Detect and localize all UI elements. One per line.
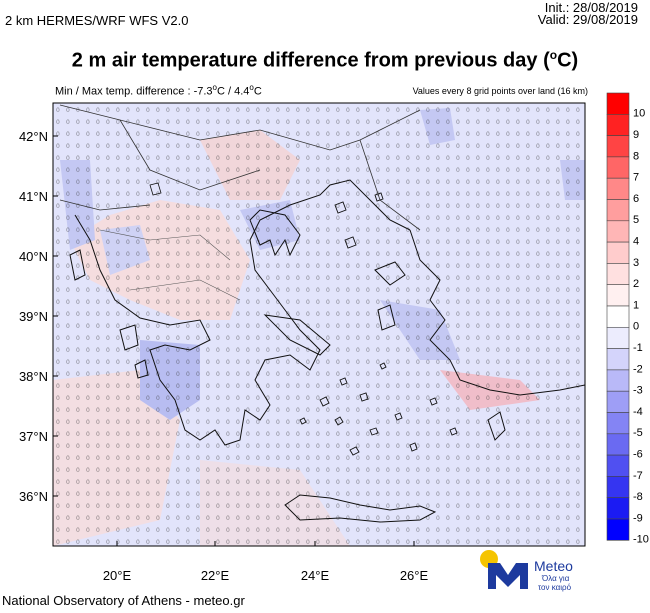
zakynthos-coastline [134, 359, 149, 379]
lon-label-22: 22°E [201, 568, 230, 583]
colorbar-swatch [606, 220, 630, 243]
minmax-end: C [253, 85, 262, 98]
lat-label-37: 37°N [19, 429, 48, 444]
value-grid-points [53, 103, 585, 546]
lon-label-26: 26°E [400, 568, 429, 583]
values-note: Values every 8 grid points over land (16… [412, 86, 588, 96]
lon-label-24: 24°E [301, 568, 330, 583]
lat-label-38: 38°N [19, 369, 48, 384]
valid-date: Valid: 29/08/2019 [537, 12, 638, 27]
logo-brand: Meteo [534, 558, 573, 574]
logo-m-icon [488, 563, 528, 589]
colorbar-label: 9 [633, 129, 639, 141]
colorbar-label: -4 [633, 406, 643, 418]
axis-ticks [53, 135, 415, 546]
plot-frame [52, 102, 586, 547]
lon-label-20: 20°E [103, 568, 132, 583]
title-unit: C) [557, 49, 579, 72]
meteo-logo: Meteo Όλα για τον καιρό [480, 550, 573, 592]
init-date: Init.: 28/08/2019 [544, 0, 638, 15]
corfu-coastline [69, 249, 86, 281]
colorbar-swatch [606, 114, 630, 136]
colorbar-label: 4 [633, 235, 639, 247]
lat-label-41: 41°N [19, 189, 48, 204]
colorbar-swatch [606, 177, 630, 200]
north-aegean-islands [334, 192, 384, 249]
mainland-coastline [74, 179, 411, 446]
lat-label-42: 42°N [19, 129, 48, 144]
logo-tagline-1: Όλα για [541, 574, 570, 583]
colorbar-swatch [606, 92, 630, 115]
colorbar-label: -5 [633, 427, 643, 439]
model-name: 2 km HERMES/WRF WFS V2.0 [5, 13, 189, 28]
colorbar-label: 1 [633, 299, 639, 311]
colorbar-label: -7 [633, 470, 643, 482]
footer-credit: National Observatory of Athens - meteo.g… [2, 593, 245, 608]
cyclades-islands [299, 362, 458, 456]
colorbar-swatch [606, 326, 630, 349]
colorbar-label: 7 [633, 172, 639, 184]
kefalonia-coastline [119, 324, 139, 351]
minmax-start: Min / Max temp. difference : -7.3 [55, 85, 213, 98]
colorbar-swatch [606, 348, 630, 371]
colorbar-swatch [606, 412, 630, 435]
colorbar-label: -8 [633, 491, 643, 503]
colorbar-swatch [606, 390, 630, 413]
degree-sign-2: o [249, 83, 254, 92]
colorbar-label: 3 [633, 257, 639, 269]
colorbar-label: 5 [633, 214, 639, 226]
rhodes-coastline [487, 411, 506, 441]
lat-label-40: 40°N [19, 249, 48, 264]
colorbar-label: -10 [633, 534, 649, 546]
chios-coastline [377, 304, 396, 331]
title-main: 2 m air temperature difference from prev… [71, 49, 550, 72]
crete-coastline [284, 494, 437, 523]
map-title: 2 m air temperature difference from prev… [0, 48, 650, 73]
lat-label-36: 36°N [19, 489, 48, 504]
colorbar-swatch [606, 497, 630, 520]
turkey-coastline [409, 229, 585, 396]
euboea-coastline [263, 314, 331, 356]
logo-tagline-2: τον καιρό [538, 583, 572, 592]
region-borders [99, 229, 241, 301]
colorbar-label: 10 [633, 108, 645, 120]
lake [149, 182, 162, 196]
colorbar-swatch [606, 454, 630, 477]
colorbar-label: 8 [633, 150, 639, 162]
colorbar-swatch [606, 518, 630, 541]
colorbar-swatch [606, 135, 630, 158]
colorbar-swatch [606, 305, 630, 328]
colorbar-label: -3 [633, 385, 643, 397]
colorbar-swatch [606, 156, 630, 179]
colorbar-label: 2 [633, 278, 639, 290]
colorbar-swatch [606, 263, 630, 285]
lat-label-39: 39°N [19, 309, 48, 324]
lesbos-coastline [374, 261, 406, 286]
minmax-mid: C / 4.4 [216, 85, 250, 98]
colorbar-label: -6 [633, 448, 643, 460]
chalkidiki-coastline [249, 209, 301, 257]
colorbar-label: 6 [633, 193, 639, 205]
map-plot-area [53, 103, 585, 546]
degree-sign-1: o [212, 83, 217, 92]
colorbar-label: -1 [633, 342, 643, 354]
colorbar-swatch [606, 433, 630, 456]
colorbar-label: 0 [633, 321, 639, 333]
minmax-text: Min / Max temp. difference : -7.3oC / 4.… [55, 83, 262, 98]
colorbar-swatch [606, 476, 630, 498]
colorbar-swatch [606, 284, 630, 307]
colorbar-label: -2 [633, 363, 643, 375]
colorbar-swatch [606, 369, 630, 392]
colorbar-swatch [606, 199, 630, 222]
degree-sign: o [549, 48, 558, 62]
colorbar-swatch [606, 241, 630, 264]
colorbar-label: -9 [633, 512, 643, 524]
